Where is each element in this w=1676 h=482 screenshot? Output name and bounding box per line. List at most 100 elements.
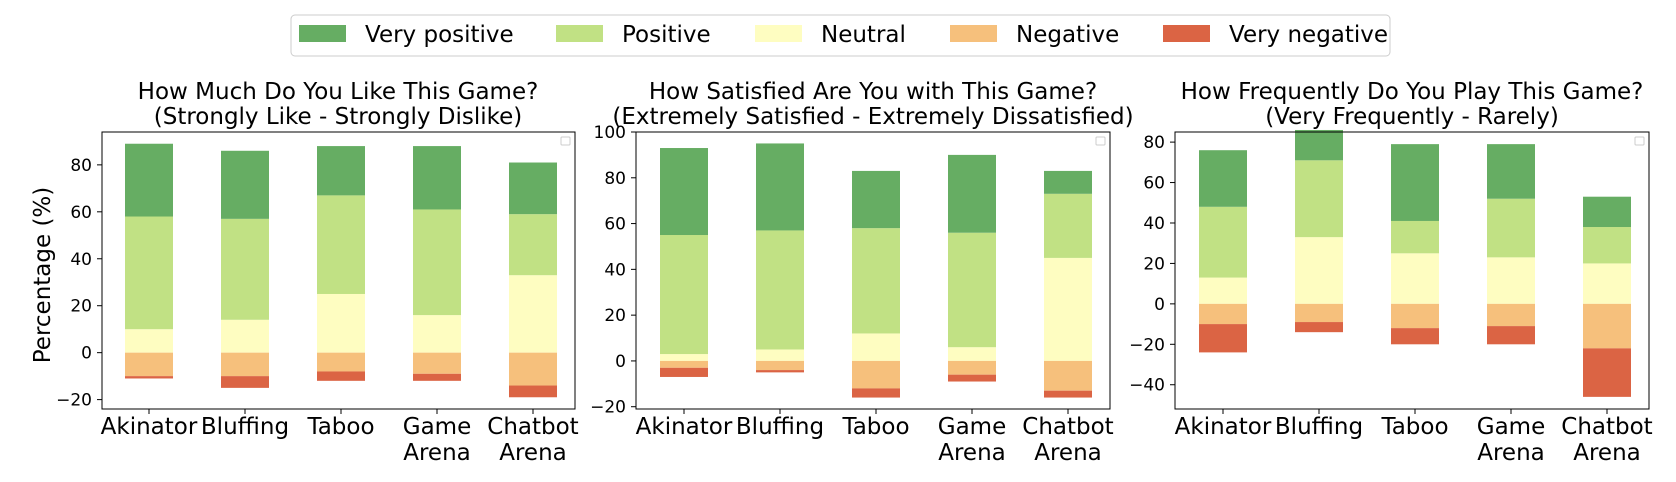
x-tick-label: Akinator [101,414,198,440]
x-tick-label: Akinator [636,414,733,440]
y-tick-label: 80 [1143,133,1165,153]
legend-label: Very positive [365,22,514,48]
x-tick-label: Game [938,414,1006,440]
plot-frame [1174,131,1650,410]
y-tick-label: −20 [56,391,92,411]
bar-very-positive [756,143,804,231]
bar-negative [413,352,461,374]
legend-swatch [950,25,997,42]
bar-neutral [660,354,708,361]
bar-negative [1487,303,1535,327]
empty-legend-box [560,136,571,146]
y-tick-label: −20 [590,398,626,418]
x-tick-label: Bluffing [736,414,824,440]
bar-very-positive [221,150,269,219]
chart-title: How Much Do You Like This Game? [138,79,539,105]
x-tick-label: Chatbot [1561,414,1652,440]
bar-negative [221,352,269,377]
bar-very-negative [852,388,900,398]
y-tick-label: 40 [604,260,626,280]
bar-negative [1391,303,1439,329]
bar-positive [756,230,804,350]
bar-very-negative [317,371,365,381]
bar-very-negative [1199,324,1247,353]
empty-legend-box [1634,136,1645,146]
bar-very-negative [1487,326,1535,345]
bar-very-positive [509,162,557,215]
bar-very-negative [1295,322,1343,333]
legend-label: Positive [622,22,711,48]
bar-neutral [125,329,173,353]
x-tick-label: Arena [1034,440,1102,466]
chart-subtitle: (Extremely Satisfied - Extremely Dissati… [612,104,1133,130]
bar-neutral [1295,237,1343,304]
bar-negative [660,360,708,368]
x-tick-label: Taboo [1380,414,1448,440]
bar-negative [852,360,900,389]
y-tick-label: −20 [1129,335,1165,355]
y-tick-label: 0 [1154,295,1165,315]
chart-title: How Frequently Do You Play This Game? [1181,79,1644,105]
x-tick-label: Arena [499,440,567,466]
bar-very-negative [509,385,557,398]
x-tick-label: Chatbot [1022,414,1113,440]
bar-neutral [852,333,900,361]
chart-panel-1: How Much Do You Like This Game?(Strongly… [56,79,579,466]
legend-swatch [299,25,346,42]
y-tick-label: 40 [70,250,92,270]
bar-very-negative [756,370,804,373]
bar-positive [948,232,996,348]
bar-very-positive [1295,129,1343,161]
x-tick-label: Bluffing [201,414,289,440]
bar-positive [125,216,173,330]
y-tick-label: 20 [70,297,92,317]
bar-very-positive [1583,196,1631,228]
bar-very-negative [125,376,173,379]
chart-subtitle: (Very Frequently - Rarely) [1265,104,1559,130]
legend-swatch [1163,25,1210,42]
bar-very-negative [660,367,708,377]
x-tick-label: Game [403,414,471,440]
x-tick-label: Arena [1573,440,1641,466]
legend-swatch [755,25,802,42]
bar-neutral [413,315,461,353]
x-tick-label: Arena [1477,440,1545,466]
legend-label: Negative [1016,22,1119,48]
y-tick-label: 60 [604,215,626,235]
bar-neutral [509,275,557,353]
bar-positive [509,214,557,276]
y-tick-label: 100 [594,123,626,143]
legend: Very positive Positive Neutral Negative Very… [290,14,1391,57]
bar-positive [1295,160,1343,238]
bar-neutral [317,293,365,353]
bar-negative [125,352,173,377]
y-axis-label: Percentage (%) [30,187,56,364]
empty-legend-box [1095,136,1106,146]
bar-neutral [756,349,804,361]
bar-very-positive [317,146,365,196]
bar-very-positive [1487,144,1535,199]
bar-negative [948,360,996,375]
bar-positive [221,218,269,320]
y-tick-label: 0 [81,344,92,364]
bar-very-negative [413,373,461,381]
bar-positive [1199,206,1247,278]
bar-positive [1044,193,1092,258]
bar-very-positive [1199,150,1247,207]
bar-negative [317,352,365,372]
bar-very-positive [852,170,900,229]
bar-neutral [1583,263,1631,304]
x-tick-label: Bluffing [1275,414,1363,440]
bar-neutral [1199,277,1247,304]
chart-subtitle: (Strongly Like - Strongly Dislike) [154,104,523,130]
bar-positive [852,228,900,334]
y-tick-label: 60 [70,203,92,223]
y-tick-label: 40 [1143,214,1165,234]
bar-very-negative [1391,328,1439,345]
bar-positive [660,235,708,355]
bar-very-positive [660,148,708,236]
bar-negative [1583,303,1631,349]
y-tick-label: 20 [604,306,626,326]
